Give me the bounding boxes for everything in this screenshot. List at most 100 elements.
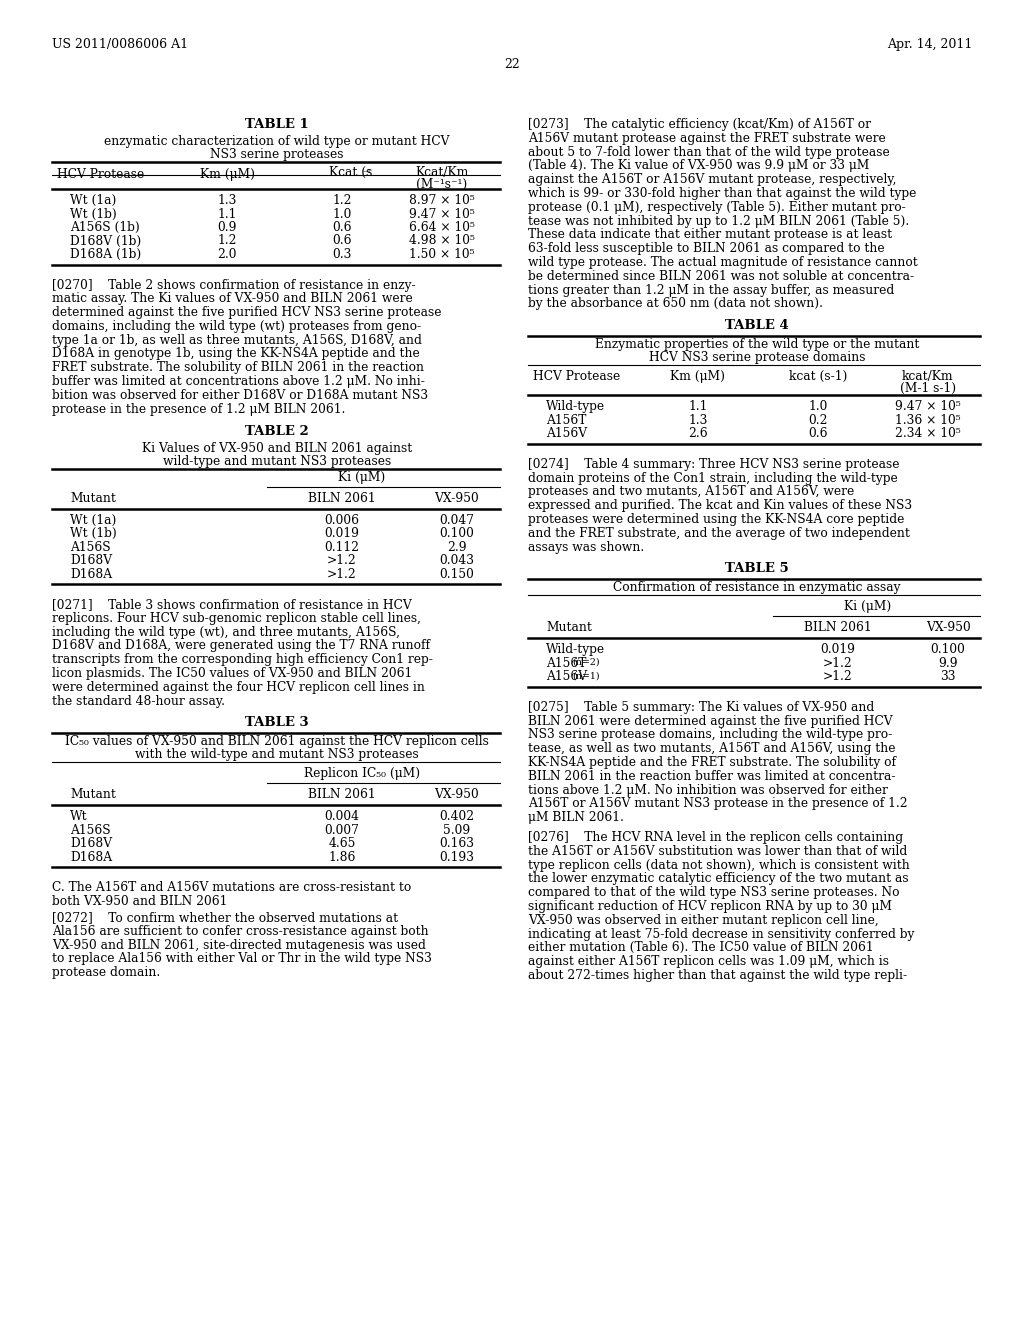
Text: determined against the five purified HCV NS3 serine protease: determined against the five purified HCV… [52,306,441,319]
Text: including the wild type (wt), and three mutants, A156S,: including the wild type (wt), and three … [52,626,400,639]
Text: 0.193: 0.193 [439,851,474,863]
Text: 1.86: 1.86 [329,851,355,863]
Text: proteases were determined using the KK-NS4A core peptide: proteases were determined using the KK-N… [528,513,904,525]
Text: >1.2: >1.2 [823,671,853,684]
Text: Wild-type: Wild-type [546,400,605,413]
Text: replicons. Four HCV sub-genomic replicon stable cell lines,: replicons. Four HCV sub-genomic replicon… [52,611,421,624]
Text: D168V: D168V [70,554,112,568]
Text: 4.65: 4.65 [329,837,355,850]
Text: Wt (1b): Wt (1b) [70,527,117,540]
Text: ⁻¹: ⁻¹ [362,169,371,178]
Text: D168V (1b): D168V (1b) [70,235,141,248]
Text: the lower enzymatic catalytic efficiency of the two mutant as: the lower enzymatic catalytic efficiency… [528,873,908,886]
Text: kcat/Km: kcat/Km [902,370,953,383]
Text: 9.47 × 10⁵: 9.47 × 10⁵ [410,207,475,220]
Text: compared to that of the wild type NS3 serine proteases. No: compared to that of the wild type NS3 se… [528,886,899,899]
Text: NS3 serine proteases: NS3 serine proteases [210,148,344,161]
Text: VX-950: VX-950 [926,622,971,635]
Text: protease in the presence of 1.2 μM BILN 2061.: protease in the presence of 1.2 μM BILN … [52,403,345,416]
Text: 0.004: 0.004 [325,810,359,824]
Text: by the absorbance at 650 nm (data not shown).: by the absorbance at 650 nm (data not sh… [528,297,823,310]
Text: HCV NS3 serine protease domains: HCV NS3 serine protease domains [649,351,865,364]
Text: 1.3: 1.3 [217,194,237,207]
Text: >1.2: >1.2 [327,554,357,568]
Text: Mutant: Mutant [70,491,116,504]
Text: A156S: A156S [70,824,111,837]
Text: >1.2: >1.2 [823,657,853,669]
Text: 0.3: 0.3 [333,248,351,261]
Text: 1.36 × 10⁵: 1.36 × 10⁵ [895,413,961,426]
Text: domain proteins of the Con1 strain, including the wild-type: domain proteins of the Con1 strain, incl… [528,471,898,484]
Text: US 2011/0086006 A1: US 2011/0086006 A1 [52,38,188,51]
Text: 9.9: 9.9 [938,657,957,669]
Text: Ki (μM): Ki (μM) [845,601,892,614]
Text: (n=1): (n=1) [572,672,600,680]
Text: Km (μM): Km (μM) [671,370,725,383]
Text: 2.6: 2.6 [688,428,708,440]
Text: TABLE 5: TABLE 5 [725,562,788,576]
Text: both VX-950 and BILN 2061: both VX-950 and BILN 2061 [52,895,227,908]
Text: (M⁻¹s⁻¹): (M⁻¹s⁻¹) [417,178,468,191]
Text: kcat (s-1): kcat (s-1) [788,370,847,383]
Text: wild-type and mutant NS3 proteases: wild-type and mutant NS3 proteases [163,454,391,467]
Text: (M-1 s-1): (M-1 s-1) [900,383,956,395]
Text: assays was shown.: assays was shown. [528,540,644,553]
Text: 2.9: 2.9 [447,540,467,553]
Text: 0.163: 0.163 [439,837,474,850]
Text: Mutant: Mutant [70,788,116,801]
Text: A156S (1b): A156S (1b) [70,220,139,234]
Text: bition was observed for either D168V or D168A mutant NS3: bition was observed for either D168V or … [52,389,428,401]
Text: Replicon IC₅₀ (μM): Replicon IC₅₀ (μM) [304,767,420,780]
Text: with the wild-type and mutant NS3 proteases: with the wild-type and mutant NS3 protea… [135,748,419,762]
Text: [0274]    Table 4 summary: Three HCV NS3 serine protease: [0274] Table 4 summary: Three HCV NS3 se… [528,458,899,471]
Text: 8.97 × 10⁵: 8.97 × 10⁵ [410,194,475,207]
Text: domains, including the wild type (wt) proteases from geno-: domains, including the wild type (wt) pr… [52,319,421,333]
Text: [0275]    Table 5 summary: The Ki values of VX-950 and: [0275] Table 5 summary: The Ki values of… [528,701,874,714]
Text: D168V: D168V [70,837,112,850]
Text: C. The A156T and A156V mutations are cross-resistant to: C. The A156T and A156V mutations are cro… [52,882,412,895]
Text: 0.100: 0.100 [931,643,966,656]
Text: against the A156T or A156V mutant protease, respectively,: against the A156T or A156V mutant protea… [528,173,896,186]
Text: 0.402: 0.402 [439,810,474,824]
Text: 1.50 × 10⁵: 1.50 × 10⁵ [410,248,475,261]
Text: (n=2): (n=2) [572,657,600,667]
Text: D168A: D168A [70,851,112,863]
Text: A156S: A156S [70,540,111,553]
Text: type replicon cells (data not shown), which is consistent with: type replicon cells (data not shown), wh… [528,858,909,871]
Text: HCV Protease: HCV Protease [534,370,621,383]
Text: 0.006: 0.006 [325,513,359,527]
Text: A156V: A156V [546,671,587,684]
Text: about 272-times higher than that against the wild type repli-: about 272-times higher than that against… [528,969,907,982]
Text: BILN 2061: BILN 2061 [308,491,376,504]
Text: 1.0: 1.0 [333,207,351,220]
Text: Ki (μM): Ki (μM) [338,470,386,483]
Text: 1.1: 1.1 [688,400,708,413]
Text: VX-950: VX-950 [434,788,479,801]
Text: 33: 33 [940,671,955,684]
Text: 0.100: 0.100 [439,527,474,540]
Text: protease domain.: protease domain. [52,966,160,979]
Text: D168A in genotype 1b, using the KK-NS4A peptide and the: D168A in genotype 1b, using the KK-NS4A … [52,347,420,360]
Text: type 1a or 1b, as well as three mutants, A156S, D168V, and: type 1a or 1b, as well as three mutants,… [52,334,422,347]
Text: 1.2: 1.2 [217,235,237,248]
Text: tions greater than 1.2 μM in the assay buffer, as measured: tions greater than 1.2 μM in the assay b… [528,284,894,297]
Text: buffer was limited at concentrations above 1.2 μM. No inhi-: buffer was limited at concentrations abo… [52,375,425,388]
Text: 2.34 × 10⁵: 2.34 × 10⁵ [895,428,961,440]
Text: 0.043: 0.043 [439,554,474,568]
Text: matic assay. The Ki values of VX-950 and BILN 2061 were: matic assay. The Ki values of VX-950 and… [52,292,413,305]
Text: 5.09: 5.09 [443,824,471,837]
Text: D168A: D168A [70,568,112,581]
Text: Ki Values of VX-950 and BILN 2061 against: Ki Values of VX-950 and BILN 2061 agains… [142,441,412,454]
Text: Mutant: Mutant [546,622,592,635]
Text: 0.6: 0.6 [332,235,352,248]
Text: IC₅₀ values of VX-950 and BILN 2061 against the HCV replicon cells: IC₅₀ values of VX-950 and BILN 2061 agai… [66,735,488,748]
Text: the standard 48-hour assay.: the standard 48-hour assay. [52,694,225,708]
Text: Km (μM): Km (μM) [200,168,255,181]
Text: wild type protease. The actual magnitude of resistance cannot: wild type protease. The actual magnitude… [528,256,918,269]
Text: Wt (1b): Wt (1b) [70,207,117,220]
Text: Enzymatic properties of the wild type or the mutant: Enzymatic properties of the wild type or… [595,338,920,351]
Text: BILN 2061 in the reaction buffer was limited at concentra-: BILN 2061 in the reaction buffer was lim… [528,770,896,783]
Text: 6.64 × 10⁵: 6.64 × 10⁵ [409,220,475,234]
Text: Kcat (s: Kcat (s [329,166,373,180]
Text: 0.6: 0.6 [808,428,827,440]
